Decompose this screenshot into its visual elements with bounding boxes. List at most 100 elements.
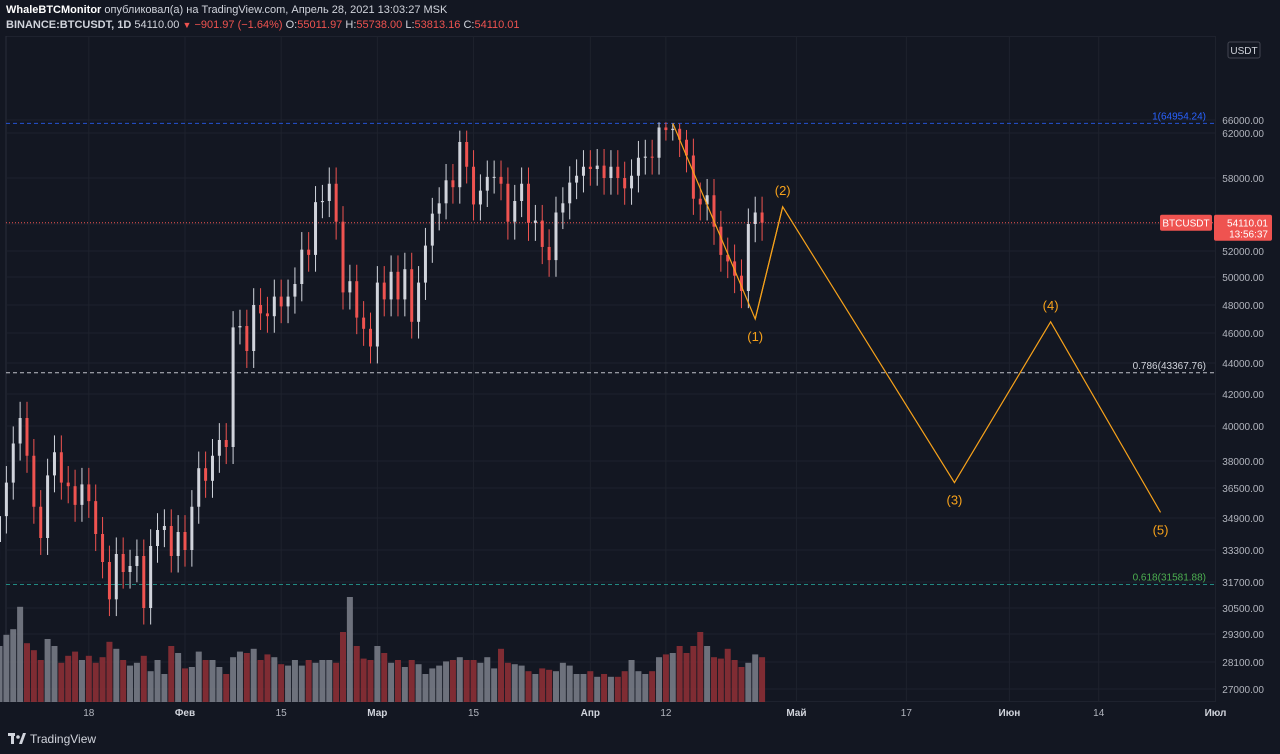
candle-body bbox=[279, 296, 283, 307]
volume-bar bbox=[573, 674, 580, 702]
price-tick: 36500.00 bbox=[1222, 484, 1264, 495]
time-tick: 15 bbox=[468, 708, 480, 719]
time-tick: 18 bbox=[83, 708, 95, 719]
candle-body bbox=[465, 142, 469, 167]
candle-body bbox=[293, 284, 297, 297]
tradingview-icon bbox=[8, 733, 26, 744]
candle-body bbox=[272, 296, 276, 317]
volume-bar bbox=[504, 662, 511, 702]
tradingview-logo[interactable]: TradingView bbox=[8, 732, 96, 746]
candle-body bbox=[286, 296, 290, 307]
volume-bar bbox=[559, 662, 566, 702]
volume-bar bbox=[422, 674, 429, 702]
candle-body bbox=[540, 220, 544, 247]
volume-bar bbox=[10, 629, 17, 702]
volume-bar bbox=[491, 668, 498, 702]
volume-bar bbox=[133, 662, 140, 702]
candle-body bbox=[650, 156, 654, 158]
candle-body bbox=[355, 281, 359, 318]
candle-body bbox=[698, 198, 702, 205]
symbol-label[interactable]: BINANCE:BTCUSDT, 1D bbox=[6, 19, 132, 31]
plot-area[interactable] bbox=[5, 36, 1217, 703]
chart-header: WhaleBTCMonitor опубликовал(а) на Tradin… bbox=[0, 0, 1280, 36]
candle-body bbox=[527, 183, 530, 223]
candle-body bbox=[32, 455, 36, 507]
volume-bar bbox=[305, 660, 312, 702]
volume-bar bbox=[51, 646, 58, 702]
volume-bar bbox=[456, 657, 463, 702]
high-label: H: bbox=[345, 19, 357, 31]
volume-bar bbox=[127, 665, 134, 702]
volume-bar bbox=[188, 667, 195, 702]
volume-bar bbox=[140, 655, 147, 702]
candle-body bbox=[643, 156, 647, 158]
price-chart[interactable]: 1(64954.24) 0.786(43367.76) 0.618(31581.88… bbox=[0, 36, 1280, 726]
volume-bar bbox=[614, 676, 621, 702]
volume-bar bbox=[628, 660, 635, 702]
price-tick: 44000.00 bbox=[1222, 359, 1264, 370]
candle-body bbox=[588, 166, 592, 169]
candle-body bbox=[73, 486, 77, 505]
volume-bar bbox=[99, 657, 106, 702]
candle-body bbox=[623, 178, 627, 189]
candle-body bbox=[224, 440, 228, 447]
volume-bar bbox=[388, 662, 395, 702]
author-name[interactable]: WhaleBTCMonitor bbox=[6, 4, 102, 16]
candle-body bbox=[238, 326, 242, 328]
candle-body bbox=[368, 328, 372, 347]
price-tick: 62000.00 bbox=[1222, 129, 1264, 140]
volume-bar bbox=[525, 671, 532, 702]
candle-body bbox=[59, 452, 63, 483]
candle-body bbox=[403, 269, 407, 300]
volume-bar bbox=[539, 668, 546, 702]
publish-info: WhaleBTCMonitor опубликовал(а) на Tradin… bbox=[6, 4, 447, 16]
volume-bar bbox=[546, 669, 553, 702]
candle-body bbox=[575, 175, 579, 183]
volume-bar bbox=[436, 665, 443, 702]
time-tick: 15 bbox=[276, 708, 288, 719]
wave-forecast: (1) (2) (3) (4) (5) bbox=[672, 123, 1168, 537]
time-axis[interactable]: 18 Фев 15 Мар 15 Апр 12 Май 17 Июн 14 Июл bbox=[0, 702, 1280, 726]
volume-bar bbox=[449, 660, 456, 702]
footer: TradingView bbox=[0, 726, 1280, 754]
price-axis[interactable]: 66000.0062000.0058000.0054000.0052000.00… bbox=[1216, 36, 1280, 702]
candle-body bbox=[554, 212, 558, 261]
volume-bar bbox=[710, 657, 717, 702]
close-value: 54110.01 bbox=[474, 19, 520, 31]
low-label: L: bbox=[405, 19, 415, 31]
brand-label: TradingView bbox=[30, 732, 97, 746]
volume-bar bbox=[717, 658, 724, 702]
candle-body bbox=[362, 317, 366, 329]
candle-body bbox=[705, 195, 709, 205]
candle-body bbox=[685, 139, 689, 156]
candle-body bbox=[547, 246, 551, 261]
candle-body bbox=[423, 245, 427, 283]
symbol-tag bbox=[1160, 214, 1212, 231]
price-tick: 52000.00 bbox=[1222, 247, 1264, 258]
volume-bars bbox=[0, 597, 766, 702]
volume-bar bbox=[566, 665, 573, 702]
candle-body bbox=[602, 165, 606, 178]
price-tick: 66000.00 bbox=[1222, 116, 1264, 127]
volume-bar bbox=[484, 657, 491, 702]
volume-bar bbox=[511, 664, 518, 702]
candle-body bbox=[52, 452, 56, 476]
wave-label: (1) bbox=[747, 329, 763, 344]
time-tick: Июн bbox=[999, 708, 1021, 719]
volume-bar bbox=[147, 671, 154, 702]
last-price: 54110.00 bbox=[134, 19, 180, 31]
volume-bar bbox=[759, 657, 766, 702]
candle-body bbox=[417, 282, 421, 322]
volume-bar bbox=[738, 667, 745, 702]
volume-bar bbox=[353, 646, 360, 702]
volume-bar bbox=[415, 664, 422, 702]
candle-body bbox=[190, 506, 194, 550]
candle-body bbox=[142, 556, 146, 608]
open-label: O: bbox=[285, 19, 298, 31]
candle-body bbox=[231, 327, 235, 447]
candle-body bbox=[0, 516, 2, 542]
volume-bar bbox=[429, 668, 436, 702]
time-tick: Фев bbox=[175, 708, 195, 719]
volume-bar bbox=[3, 634, 10, 702]
volume-bar bbox=[243, 653, 250, 702]
